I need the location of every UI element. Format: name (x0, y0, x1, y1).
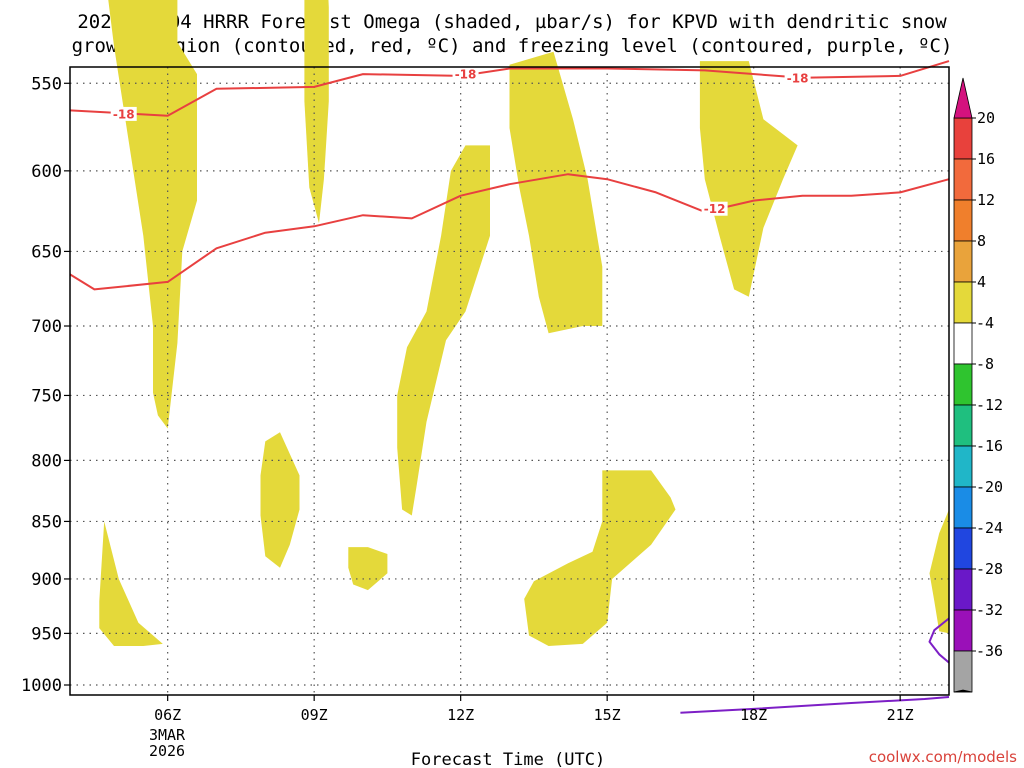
contour-dendritic-minus12-label-0: -12 (704, 202, 726, 216)
contour-dendritic-minus18-label-2: -18 (787, 71, 809, 85)
colorbar-swatch--4 (953, 322, 973, 365)
contour-dendritic-minus18-label-bg-2 (784, 70, 811, 85)
plot-background (70, 67, 949, 695)
x-tick-label-18Z: 18Z (740, 706, 767, 724)
plot-area: -18 -18 -18 -12 (69, 0, 950, 714)
y-tick-label-550: 550 (31, 74, 62, 94)
x-tick-label-15Z: 15Z (594, 706, 621, 724)
colorbar-swatch--16 (953, 445, 973, 488)
colorbar-swatch--32 (953, 609, 973, 652)
chart-title-line1: 2026030304 HRRR Forecast Omega (shaded, … (77, 11, 947, 33)
x-tick-label-21Z: 21Z (887, 706, 914, 724)
colorbar-label--24: -24 (976, 519, 1003, 537)
gridlines (70, 67, 949, 695)
omega-region-13z-column (509, 51, 603, 334)
colorbar-swatch-8 (953, 240, 973, 283)
y-axis: 2503003504004505005506006507007508008509… (21, 74, 70, 696)
colorbar-label--32: -32 (976, 601, 1003, 619)
plot-frame (69, 66, 950, 696)
colorbar-label--4: -4 (976, 314, 994, 332)
x-tick-label-09Z: 09Z (301, 706, 328, 724)
y-tick-label-850: 850 (31, 512, 62, 532)
y-tick-label-900: 900 (31, 570, 62, 590)
colorbar-swatch-12 (953, 199, 973, 242)
colorbar: 20 16 12 8 4 -4 -8 -12 -16 -20 -24 -28 -32 -36 (953, 77, 1003, 693)
watermark: coolwx.com/models (869, 748, 1017, 766)
y-tick-label-600: 600 (31, 162, 62, 182)
colorbar-label--36: -36 (976, 642, 1003, 660)
chart-title-line2: growth region (contoured, red, ºC) and f… (72, 35, 953, 57)
contour-freezing-level (680, 696, 950, 714)
colorbar-label-4: 4 (977, 273, 986, 291)
colorbar-swatch--28 (953, 568, 973, 611)
y-tick-label-800: 800 (31, 451, 62, 471)
y-tick-label-700: 700 (31, 317, 62, 337)
colorbar-swatch--24 (953, 527, 973, 570)
colorbar-swatch-20 (953, 117, 973, 160)
contour-dendritic-minus18 (69, 60, 950, 117)
colorbar-label--28: -28 (976, 560, 1003, 578)
colorbar-label--8: -8 (976, 355, 994, 373)
colorbar-label-12: 12 (977, 191, 995, 209)
colorbar-swatch--12 (953, 404, 973, 447)
omega-region-lowlevel-early (99, 521, 163, 646)
y-tick-label-750: 750 (31, 386, 62, 406)
contour-dendritic-minus18-label-bg-0 (110, 106, 137, 121)
x-tick-label-12Z: 12Z (447, 706, 474, 724)
colorbar-swatch-4 (953, 281, 973, 324)
y-tick-label-950: 950 (31, 624, 62, 644)
omega-region-10z-small (348, 547, 388, 591)
contour-dendritic-minus18-label-0: -18 (113, 107, 135, 121)
colorbar-label--20: -20 (976, 478, 1003, 496)
colorbar-swatch-16 (953, 158, 973, 201)
contour-dendritic-minus18-label-bg-1 (452, 67, 479, 82)
colorbar-label--12: -12 (976, 396, 1003, 414)
date-label-year: 2026 (149, 742, 185, 760)
colorbar-label-8: 8 (977, 232, 986, 250)
omega-region-midday-slant (397, 145, 490, 516)
omega-region-17z-mid (699, 61, 798, 297)
colorbar-label--16: -16 (976, 437, 1003, 455)
contour-freezing-level-hook (928, 617, 950, 664)
colorbar-label-16: 16 (977, 150, 995, 168)
colorbar-over-triangle (953, 77, 973, 119)
contours: -18 -18 -18 -12 (69, 60, 950, 714)
omega-region-15z-low (524, 470, 676, 646)
omega-region-09z-column (304, 0, 329, 224)
x-axis: 06Z 09Z 12Z 15Z 18Z 21Z (154, 695, 914, 724)
x-tick-label-06Z: 06Z (154, 706, 181, 724)
x-axis-label: Forecast Time (UTC) (411, 750, 605, 768)
omega-region-22z-low (929, 509, 949, 634)
contour-dendritic-minus12-label-bg-0 (701, 201, 728, 216)
contour-dendritic-minus12 (69, 173, 950, 291)
colorbar-swatch--20 (953, 486, 973, 529)
colorbar-label-20: 20 (977, 109, 995, 127)
y-tick-label-1000: 1000 (21, 676, 62, 696)
omega-region-08z-lowlevel (260, 432, 300, 568)
colorbar-swatch--8 (953, 363, 973, 406)
colorbar-swatch--36 (953, 650, 973, 693)
colorbar-under-triangle (953, 689, 973, 693)
date-label-month: 3MAR (149, 726, 186, 744)
contour-dendritic-minus18-label-1: -18 (455, 68, 477, 82)
y-tick-label-650: 650 (31, 242, 62, 262)
